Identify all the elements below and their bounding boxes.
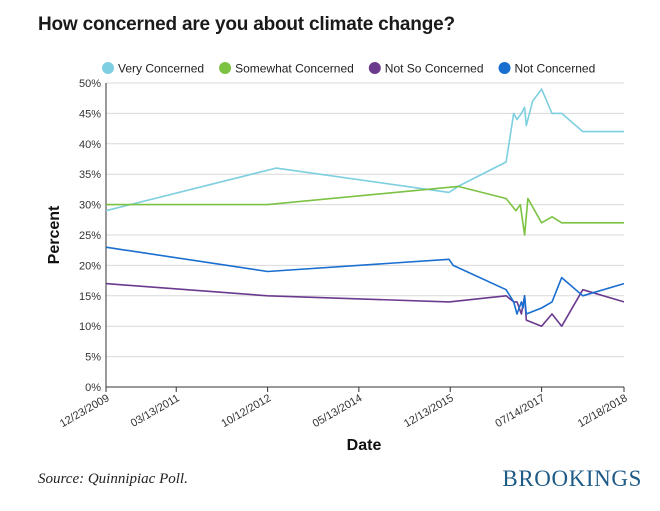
legend-label-somewhat-concerned: Somewhat Concerned <box>235 62 354 76</box>
y-tick-label: 30% <box>79 200 101 212</box>
legend-label-not-so-concerned: Not So Concerned <box>385 62 484 76</box>
x-axis: 12/23/2009 03/13/2011 10/12/2012 05/13/2014… <box>58 386 630 430</box>
y-tick-label: 50% <box>79 78 101 90</box>
legend-marker-somewhat-concerned <box>219 62 232 74</box>
legend-label-not-concerned: Not Concerned <box>515 62 596 76</box>
series-lines <box>105 88 625 328</box>
y-tick-label: 25% <box>79 230 101 242</box>
series-line-very-concerned <box>105 88 624 212</box>
y-tick-label: 10% <box>79 321 101 333</box>
y-tick-label: 45% <box>79 108 101 120</box>
y-tick-label: 40% <box>79 139 101 151</box>
line-chart: 0% 5% 10% 15% 20% 25% 30% 35% 40% 45% 50% 12/23/20… <box>46 62 630 455</box>
x-tick-label: 05/13/2014 <box>311 392 365 430</box>
y-tick-label: 20% <box>79 260 101 272</box>
y-tick-label: 0% <box>85 382 101 394</box>
chart-title: How concerned are you about climate chan… <box>38 14 455 35</box>
source-note: Source: Quinnipiac Poll. <box>38 471 188 487</box>
y-tick-label: 15% <box>79 291 101 303</box>
x-tick-label: 12/18/2018 <box>576 392 630 430</box>
y-axis: 0% 5% 10% 15% 20% 25% 30% 35% 40% 45% 50% <box>79 78 107 394</box>
x-tick-label: 12/13/2015 <box>402 392 456 430</box>
series-line-not-concerned <box>105 246 625 315</box>
legend-marker-not-concerned <box>498 62 511 74</box>
y-tick-label: 5% <box>85 352 101 364</box>
legend: Very Concerned Somewhat Concerned Not So C… <box>102 62 595 76</box>
x-tick-label: 12/23/2009 <box>58 392 112 430</box>
x-tick-label: 07/14/2017 <box>493 392 547 430</box>
series-line-somewhat-concerned <box>106 185 624 236</box>
grid-lines <box>106 82 624 388</box>
brookings-logo: BROOKINGS <box>502 466 642 491</box>
y-tick-label: 35% <box>79 169 101 181</box>
x-tick-label: 10/12/2012 <box>219 392 273 430</box>
legend-marker-not-so-concerned <box>368 62 381 74</box>
y-axis-label: Percent <box>46 205 63 264</box>
x-tick-label: 03/13/2011 <box>129 392 182 430</box>
legend-label-very-concerned: Very Concerned <box>118 62 204 76</box>
x-axis-label: Date <box>347 437 382 454</box>
legend-marker-very-concerned <box>102 62 114 74</box>
